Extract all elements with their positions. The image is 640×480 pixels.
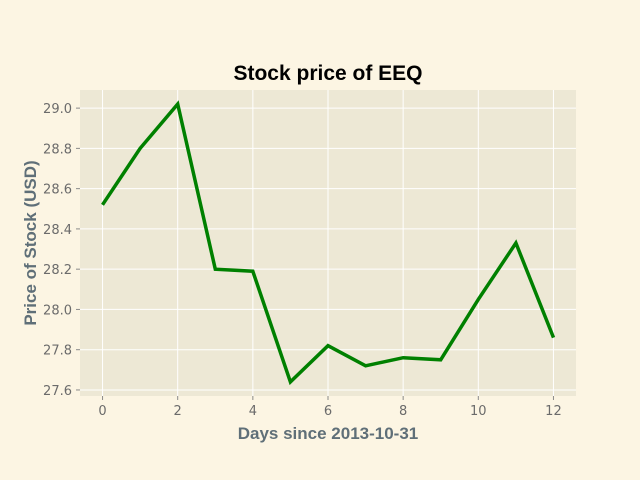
price-line bbox=[101, 100, 556, 386]
x-tick-label: 10 bbox=[470, 404, 487, 419]
y-tick-label: 29.0 bbox=[43, 102, 72, 117]
y-tick-label: 28.8 bbox=[43, 142, 72, 157]
y-tick-label: 28.2 bbox=[43, 263, 72, 278]
y-axis: 27.6 27.8 28.0 28.2 28.4 28.6 28.8 29.0 bbox=[43, 102, 80, 399]
x-tick-label: 2 bbox=[174, 404, 182, 419]
x-tick-label: 12 bbox=[545, 404, 562, 419]
x-tick-label: 0 bbox=[98, 404, 106, 419]
x-tick-label: 8 bbox=[399, 404, 407, 419]
x-tick-label: 4 bbox=[249, 404, 257, 419]
y-tick-label: 28.6 bbox=[43, 183, 72, 198]
y-tick-label: 28.0 bbox=[43, 303, 72, 318]
chart-title: Stock price of EEQ bbox=[233, 62, 422, 85]
series-layer bbox=[101, 100, 556, 386]
y-tick-label: 27.8 bbox=[43, 344, 72, 359]
grid bbox=[80, 90, 576, 396]
y-axis-title: Price of Stock (USD) bbox=[21, 160, 40, 325]
x-axis: 0 2 4 6 8 10 12 bbox=[98, 396, 562, 419]
x-axis-title: Days since 2013-10-31 bbox=[238, 424, 419, 443]
y-tick-label: 27.6 bbox=[43, 384, 72, 399]
y-tick-label: 28.4 bbox=[43, 223, 72, 238]
x-tick-label: 6 bbox=[324, 404, 332, 419]
